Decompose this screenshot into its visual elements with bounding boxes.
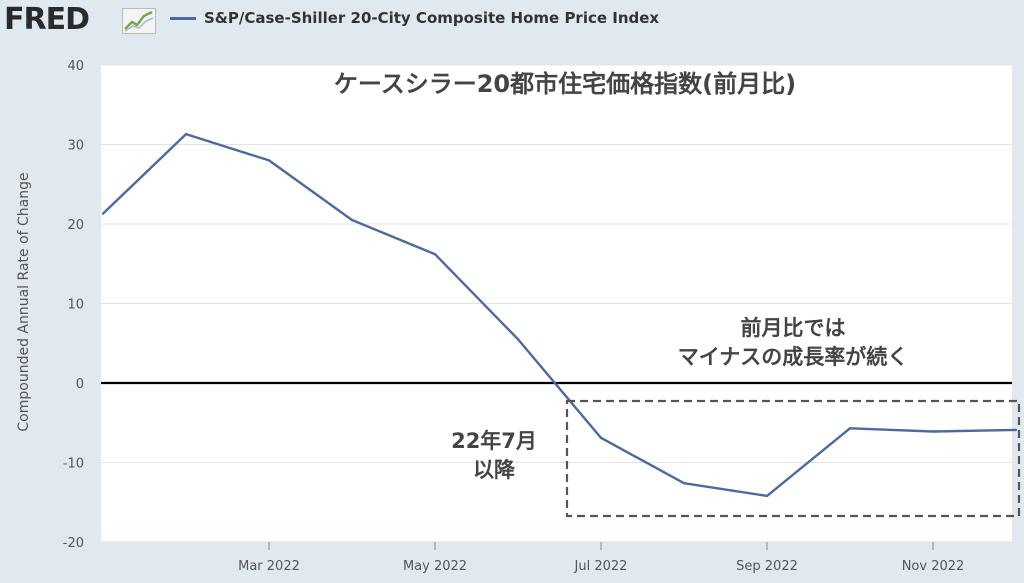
grid-lines [101,64,1012,543]
annotation-since-jul-line2: 以降 [473,458,516,482]
y-tick-label: 20 [67,218,84,233]
fred-logo[interactable]: FRED [4,2,90,37]
x-tick-label: Mar 2022 [238,559,300,574]
data-point [682,481,686,485]
data-point [1014,428,1018,432]
legend-label: S&P/Case-Shiller 20-City Composite Home … [204,9,660,27]
y-tick-label: -20 [63,536,84,551]
data-point [101,212,105,215]
x-tick-label: May 2022 [403,559,467,574]
data-point [599,436,603,440]
x-tick-label: Jul 2022 [574,559,628,574]
highlight-box [565,399,1021,518]
chart-trend-icon [122,8,156,34]
x-tick-label: Nov 2022 [902,559,965,574]
legend-swatch [170,16,196,20]
y-tick-label: 10 [67,298,84,313]
legend[interactable]: S&P/Case-Shiller 20-City Composite Home … [170,9,659,27]
y-tick-label: 40 [67,59,84,74]
data-point [931,430,935,433]
y-tick-label: 30 [67,139,84,154]
data-point [433,253,437,256]
y-tick-label: 0 [76,377,84,392]
chart-title: ケースシラー20都市住宅価格指数(前月比) [334,70,796,98]
data-point [848,427,852,430]
header: FRED S&P/Case-Shiller 20-City Composite … [0,0,1024,40]
data-point [516,338,520,341]
data-point [184,132,188,136]
annotation-negative-line2: マイナスの成長率が続く [678,345,909,369]
series-points [101,132,1018,498]
series-line [102,132,1017,498]
annotation-negative-line1: 前月比では [741,316,846,340]
data-point [350,218,354,222]
x-tick-label: Sep 2022 [736,559,798,574]
annotation-since-jul-line1: 22年7月 [451,429,537,453]
data-point [765,494,769,498]
y-tick-label: -10 [63,457,84,472]
y-axis-ticks: 40 30 20 10 0 -10 -20 [63,59,84,551]
x-axis-ticks: Mar 2022 May 2022 Jul 2022 Sep 2022 Nov 2022 [238,542,964,574]
y-axis-label: Compounded Annual Rate of Change [16,172,32,431]
data-point [267,159,271,162]
